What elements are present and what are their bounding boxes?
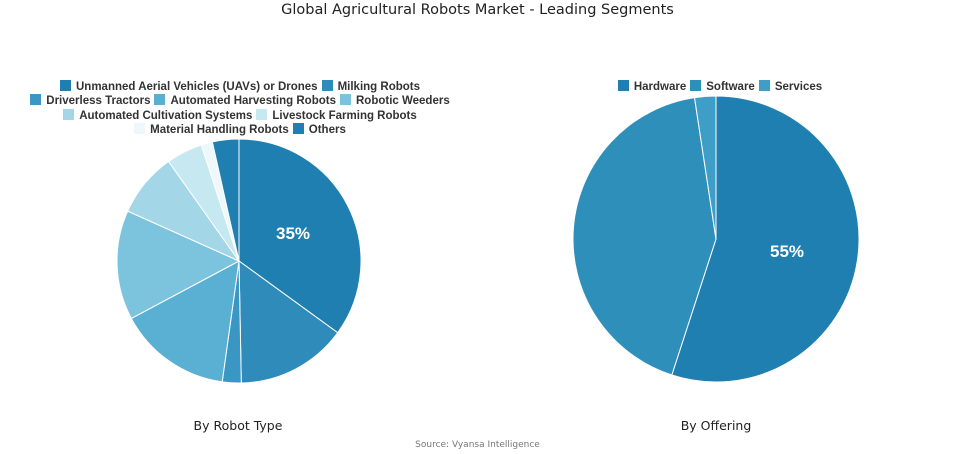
legend-label: Unmanned Aerial Vehicles (UAVs) or Drone…: [76, 81, 318, 93]
legend-label: Hardware: [633, 81, 687, 93]
legend-swatch: [30, 94, 42, 106]
pie-slice-automated-harvesting-robots: [130, 260, 240, 383]
legend-label: Services: [774, 81, 823, 93]
legend-label: Milking Robots: [337, 81, 420, 93]
legend-swatch: [154, 94, 166, 106]
legend-swatch: [690, 80, 702, 91]
pie-slice-milking-robots: [238, 260, 339, 384]
legend-swatch: [60, 80, 71, 91]
legend-item-others: Others: [292, 123, 346, 137]
legend-label: Robotic Weeders: [355, 95, 450, 108]
legend-item-software: Software: [690, 80, 755, 94]
legend-item-automated-harvesting-robots: Automated Harvesting Robots: [154, 94, 336, 108]
legend-item-driverless-tractors: Driverless Tractors: [30, 94, 150, 108]
pie-value-label: 35%: [276, 224, 310, 243]
legend-swatch: [321, 80, 333, 91]
robot-type-pie: 35%: [116, 138, 362, 384]
offering-legend: Hardware Software Services: [560, 80, 880, 94]
pie-slice-others: [211, 138, 240, 262]
legend-swatch: [758, 80, 770, 91]
chart-title: Global Agricultural Robots Market - Lead…: [281, 2, 674, 18]
legend-label: Software: [706, 81, 755, 93]
pie-slice-software: [572, 97, 717, 376]
pie-slice-services: [693, 95, 717, 240]
legend-label: Material Handling Robots: [150, 124, 289, 137]
source-note: Source: Vyansa Intelligence: [415, 440, 540, 450]
legend-label: Driverless Tractors: [46, 95, 151, 108]
legend-item-milking-robots: Milking Robots: [321, 80, 420, 94]
robot-type-legend: Unmanned Aerial Vehicles (UAVs) or Drone…: [20, 80, 460, 138]
legend-label: Others: [308, 124, 346, 137]
pie-slice-robotic-weeders: [116, 210, 241, 320]
legend-swatch: [292, 123, 304, 135]
legend-swatch: [134, 123, 146, 135]
offering-pie: 55%: [572, 95, 860, 383]
legend-item-unmanned-aerial-vehicles-uavs-or-drones: Unmanned Aerial Vehicles (UAVs) or Drone…: [60, 80, 318, 94]
legend-item-automated-cultivation-systems: Automated Cultivation Systems: [63, 108, 253, 123]
pie-slice-hardware: [671, 95, 860, 383]
pie-value-label: 55%: [770, 242, 804, 261]
legend-item-hardware: Hardware: [617, 80, 687, 94]
legend-swatch: [339, 94, 351, 106]
robot-type-subtitle: By Robot Type: [193, 418, 283, 433]
legend-label: Automated Cultivation Systems: [79, 109, 253, 122]
offering-subtitle: By Offering: [680, 418, 752, 433]
legend-item-material-handling-robots: Material Handling Robots: [134, 123, 289, 137]
legend-item-livestock-farming-robots: Livestock Farming Robots: [256, 108, 417, 123]
legend-item-robotic-weeders: Robotic Weeders: [339, 94, 450, 108]
legend-item-services: Services: [758, 80, 823, 94]
legend-swatch: [256, 108, 268, 120]
legend-label: Automated Harvesting Robots: [170, 95, 336, 108]
legend-swatch: [63, 108, 75, 120]
legend-label: Livestock Farming Robots: [272, 109, 417, 122]
legend-swatch: [617, 80, 629, 91]
pie-slice-unmanned-aerial-vehicles-uavs-or-drones: [238, 138, 362, 334]
